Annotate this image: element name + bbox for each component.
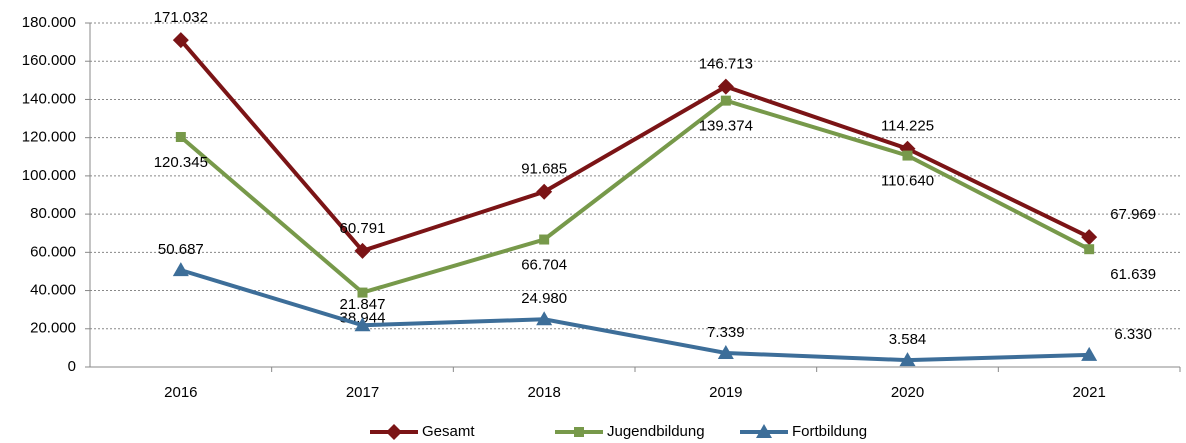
marker (902, 150, 913, 161)
marker (175, 132, 186, 143)
marker (536, 311, 553, 326)
marker (717, 78, 734, 95)
data-label: 21.847 (340, 296, 386, 313)
y-tick-label: 100.000 (22, 167, 76, 184)
series-line (179, 98, 1091, 295)
y-tick-label: 0 (68, 358, 76, 375)
marker (574, 427, 584, 437)
marker (354, 317, 371, 332)
data-label: 114.225 (881, 118, 934, 135)
y-tick-label: 60.000 (30, 243, 76, 260)
data-label: 60.791 (340, 220, 386, 237)
data-label: 3.584 (889, 331, 927, 348)
data-label: 171.032 (154, 9, 208, 26)
marker (756, 424, 772, 438)
x-tick-label: 2021 (1072, 384, 1105, 401)
legend-label: Jugendbildung (607, 423, 705, 440)
series-line (180, 268, 1090, 363)
data-label: 6.330 (1114, 326, 1152, 343)
marker (172, 262, 189, 277)
y-tick-label: 80.000 (30, 205, 76, 222)
marker (354, 242, 371, 259)
marker (717, 344, 734, 359)
data-label: 110.640 (881, 173, 934, 190)
x-tick-label: 2016 (164, 384, 197, 401)
legend-label: Fortbildung (792, 423, 867, 440)
marker (1081, 229, 1098, 246)
series-line (179, 38, 1091, 254)
y-tick-label: 20.000 (30, 320, 76, 337)
x-tick-label: 2017 (346, 384, 379, 401)
marker (386, 424, 402, 440)
marker (1084, 244, 1095, 255)
marker (536, 183, 553, 200)
y-tick-label: 160.000 (22, 52, 76, 69)
data-label: 7.339 (707, 324, 745, 341)
marker (172, 32, 189, 49)
marker (539, 234, 550, 245)
x-tick-label: 2020 (891, 384, 924, 401)
data-label: 146.713 (699, 56, 753, 73)
data-label: 120.345 (154, 154, 208, 171)
y-tick-label: 40.000 (30, 282, 76, 299)
data-label: 139.374 (699, 118, 753, 135)
marker (357, 287, 368, 298)
data-label: 67.969 (1110, 206, 1156, 223)
data-label: 50.687 (158, 241, 204, 258)
x-tick-label: 2019 (709, 384, 742, 401)
data-label: 24.980 (521, 290, 567, 307)
data-label: 91.685 (521, 161, 567, 178)
marker (899, 352, 916, 367)
data-label: 66.704 (521, 256, 567, 273)
y-tick-label: 120.000 (22, 129, 76, 146)
marker (1081, 346, 1098, 361)
marker (720, 95, 731, 106)
legend-label: Gesamt (422, 423, 475, 440)
y-tick-label: 180.000 (22, 14, 76, 31)
data-label: 61.639 (1110, 266, 1156, 283)
x-tick-label: 2018 (527, 384, 560, 401)
y-tick-label: 140.000 (22, 90, 76, 107)
